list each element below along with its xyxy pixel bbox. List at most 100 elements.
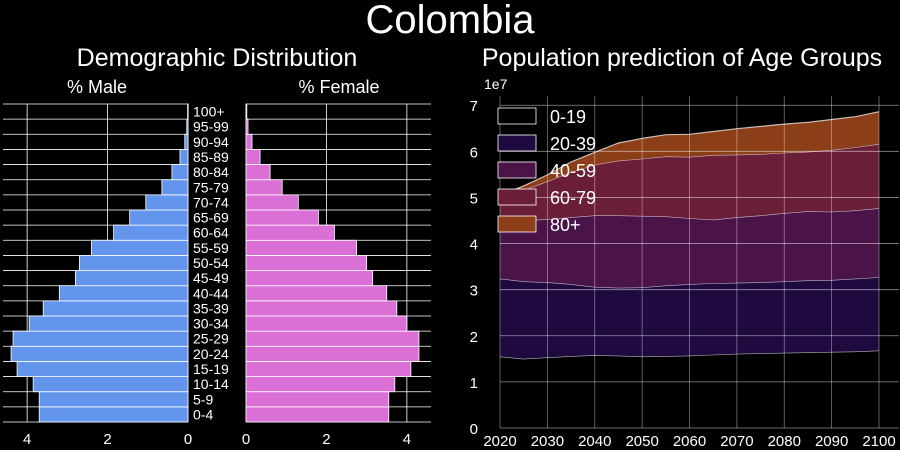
female-bar [245, 224, 335, 241]
male-bar [42, 300, 189, 317]
pyramid-title: Demographic Distribution [77, 44, 358, 72]
male-bar [184, 133, 189, 150]
age-group-label: 50-54 [193, 255, 229, 271]
y-tick-label: 7 [470, 98, 478, 115]
y-tick-label: 1 [470, 375, 478, 392]
male-bar [74, 270, 189, 287]
age-group-label: 15-19 [193, 361, 229, 377]
male-bars [3, 103, 189, 423]
female-bar [245, 179, 283, 196]
age-group-label: 70-74 [193, 194, 229, 210]
legend-label: 0-19 [550, 107, 586, 127]
male-bar [16, 361, 189, 377]
x-tick-label: 2040 [578, 433, 611, 450]
legend-swatch [497, 161, 537, 179]
age-group-label: 30-34 [193, 316, 229, 332]
female-bar [245, 270, 374, 287]
y-tick-label: 2 [470, 329, 478, 346]
female-bar [245, 209, 319, 226]
male-bar [187, 103, 189, 120]
x-tick-label: 2050 [625, 433, 658, 450]
legend-swatch [497, 215, 537, 233]
female-bar [245, 255, 368, 271]
figure-title: Colombia [366, 0, 536, 42]
y-tick-label: 6 [470, 144, 478, 161]
x-tick-label: 2080 [768, 433, 801, 450]
male-bar [28, 315, 189, 332]
legend-swatch [497, 107, 537, 125]
legend-label: 80+ [550, 215, 581, 235]
area-boundary-line [499, 111, 880, 196]
female-bar [245, 133, 253, 150]
age-group-label: 45-49 [193, 270, 229, 286]
age-group-label: 25-29 [193, 331, 229, 347]
area-layer-60-79 [500, 144, 879, 226]
male-bar [91, 239, 189, 256]
x-tick-label: 2090 [815, 433, 848, 450]
legend-swatch [497, 188, 537, 206]
female-bar [245, 315, 408, 332]
female-axis-title: % Female [298, 77, 379, 97]
area-layers [499, 111, 880, 428]
male-bar [58, 285, 189, 302]
area-title: Population prediction of Age Groups [482, 44, 882, 72]
female-bar [245, 285, 388, 302]
age-group-label: 60-64 [193, 225, 229, 241]
female-tick-label: 4 [403, 431, 411, 448]
male-bar [145, 194, 189, 211]
female-bar [245, 149, 261, 165]
male-bar [113, 224, 189, 241]
female-bar [245, 103, 248, 120]
female-bar [245, 164, 271, 181]
female-bar [245, 239, 357, 256]
male-tick-label: 4 [23, 431, 31, 448]
male-bar [179, 149, 189, 165]
female-bars [245, 103, 431, 423]
female-bar [245, 194, 299, 211]
age-group-label: 10-14 [193, 376, 229, 392]
female-bar [245, 361, 412, 377]
age-group-labels: 0-45-910-1415-1920-2425-2930-3435-3940-4… [193, 104, 229, 423]
age-group-label: 35-39 [193, 300, 229, 316]
area-legend: 0-19 20-39 40-59 60-79 80+ [497, 107, 596, 235]
population-pyramid-chart: Demographic Distribution % Male % Female… [3, 44, 431, 448]
male-bar [161, 179, 189, 196]
male-bar [171, 164, 189, 181]
area-grid [499, 96, 899, 429]
age-group-label: 80-84 [193, 164, 229, 180]
female-bar [245, 406, 390, 423]
male-bar [38, 391, 189, 408]
female-bar [245, 118, 249, 135]
age-group-label: 75-79 [193, 179, 229, 195]
age-group-label: 55-59 [193, 240, 229, 256]
female-bar [245, 345, 420, 362]
age-group-label: 0-4 [193, 406, 213, 422]
male-bar [79, 255, 189, 271]
legend-swatch [497, 134, 537, 152]
age-group-label: 100+ [193, 104, 225, 120]
male-tick-label: 0 [184, 431, 192, 448]
legend-label: 20-39 [550, 134, 596, 154]
female-bar [245, 300, 398, 317]
x-tick-label: 2060 [673, 433, 706, 450]
female-bar [245, 376, 396, 393]
male-bar [186, 118, 189, 135]
male-bar [38, 406, 189, 423]
y-tick-label: 3 [470, 283, 478, 300]
age-group-label: 20-24 [193, 346, 229, 362]
y-scale-label: 1e7 [484, 76, 508, 92]
female-bar [245, 330, 420, 347]
legend-label: 40-59 [550, 161, 596, 181]
y-tick-label: 0 [470, 421, 478, 438]
area-layer-0-19 [500, 350, 879, 428]
age-group-label: 65-69 [193, 210, 229, 226]
x-tick-label: 2070 [720, 433, 753, 450]
male-bar [12, 330, 189, 347]
population-prediction-chart: Population prediction of Age Groups 1e7 … [470, 44, 899, 450]
male-bar [10, 345, 189, 362]
area-layer-40-59 [500, 208, 879, 288]
x-tick-label: 2100 [862, 433, 895, 450]
area-axes: 0 1 2 3 4 5 6 7 2020 2030 2040 2050 2060 2070 2080 2090… [470, 98, 896, 450]
y-tick-label: 5 [470, 190, 478, 207]
